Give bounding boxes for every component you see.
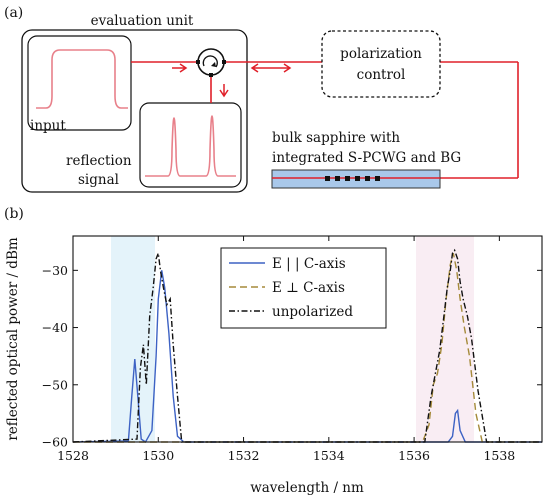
bragg-grating: [325, 176, 380, 181]
y-tick-label: −50: [42, 377, 68, 392]
input-box: [27, 35, 132, 131]
input-label: input: [30, 118, 66, 134]
x-tick-label: 1538: [483, 448, 515, 463]
y-ticks: −30 −40 −50 −60: [42, 263, 542, 450]
polarization-label-line2: control: [357, 67, 406, 83]
legend-label-2: E ⊥ C-axis: [272, 280, 345, 296]
circulator-arrow-icon: [202, 55, 218, 68]
reflection-label-line1: reflection: [66, 153, 132, 169]
x-tick-label: 1530: [142, 448, 174, 463]
y-tick-label: −30: [42, 263, 68, 278]
x-ticks: 1528 1530 1532 1534 1536 1538: [57, 236, 515, 463]
series-line-2: [73, 253, 542, 443]
sapphire-label-line1: bulk sapphire with: [272, 130, 400, 146]
peak-highlight-right: [416, 236, 474, 442]
x-tick-label: 1528: [57, 448, 89, 463]
reflection-box: [139, 102, 242, 188]
peak-highlight-left: [111, 236, 155, 442]
circulator-port-right: [222, 60, 226, 64]
circulator-port-bottom: [209, 73, 213, 77]
down-arrow-icon: [219, 84, 229, 98]
sapphire-label-line2: integrated S-PCWG and BG: [272, 150, 461, 166]
reflection-label-line2: signal: [78, 172, 119, 188]
y-tick-label: −40: [42, 320, 68, 335]
polarization-label-line1: polarization: [340, 46, 422, 62]
circulator-arrowhead-icon: [211, 62, 216, 67]
plot-frame: [72, 235, 543, 443]
legend-box: [220, 247, 387, 329]
polarization-control-box: [321, 30, 441, 98]
circulator-icon: [197, 48, 225, 76]
legend: E | | C-axis E ⊥ C-axis unpolarized: [220, 247, 387, 329]
panel-b-label: (b): [4, 206, 24, 222]
legend-label-3: unpolarized: [272, 304, 353, 320]
reflection-spectrum-curve: [145, 115, 236, 177]
x-tick-label: 1534: [313, 448, 345, 463]
x-axis-label: wavelength / nm: [250, 480, 364, 496]
legend-label-1: E | | C-axis: [272, 256, 346, 272]
series-line-1: [72, 270, 542, 444]
circulator-port-left: [196, 60, 200, 64]
input-spectrum-curve: [36, 49, 128, 109]
y-tick-label: −60: [42, 435, 68, 450]
forward-arrow-icon: [172, 63, 188, 73]
fiber-lines: [131, 61, 519, 179]
evaluation-unit-box: [21, 29, 248, 193]
x-tick-label: 1536: [398, 448, 430, 463]
evaluation-unit-label: evaluation unit: [91, 13, 194, 29]
panel-a-label: (a): [4, 5, 23, 21]
y-axis-label: reflected optical power / dBm: [5, 237, 21, 441]
bidirectional-arrow-icon: [250, 63, 292, 73]
x-tick-label: 1532: [228, 448, 260, 463]
